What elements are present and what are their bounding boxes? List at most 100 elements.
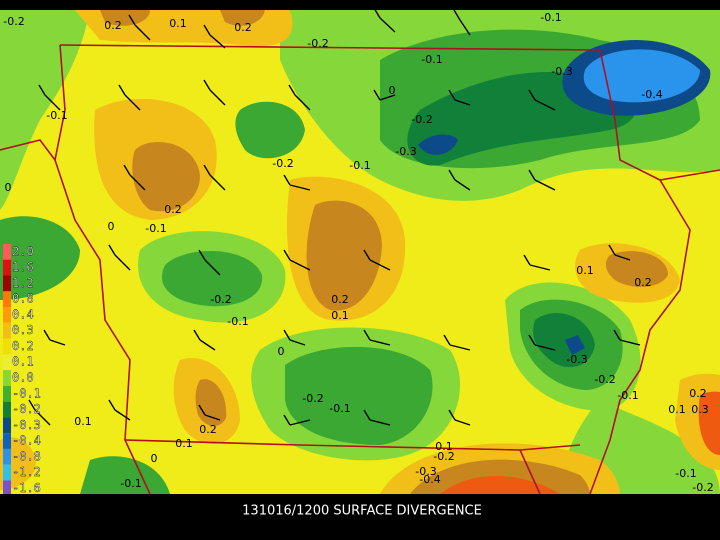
barb-flag — [373, 89, 381, 101]
barb-shaft — [49, 339, 66, 346]
colorbar-label: 2.0 — [12, 244, 34, 258]
fill-area — [605, 251, 668, 287]
fill-area — [100, 10, 265, 26]
boundary-line — [659, 169, 720, 181]
barb-flag — [528, 89, 536, 101]
barb-shaft — [209, 174, 226, 191]
fill-area — [306, 200, 382, 311]
colorbar-label: 0.8 — [12, 292, 34, 306]
barb-flag — [288, 84, 296, 96]
contour-label: -0.2 — [210, 293, 231, 306]
colorbar-swatch — [3, 417, 11, 434]
colorbar-swatch — [3, 448, 11, 465]
barb-shaft — [129, 174, 146, 191]
colorbar-swatch — [3, 401, 11, 418]
contour-label: 0.2 — [234, 21, 252, 34]
barb-flag — [363, 329, 371, 341]
barb-flag — [198, 404, 206, 416]
barb-shaft — [289, 259, 311, 271]
colorbar-label: 1.2 — [12, 276, 34, 290]
contour-label: -0.1 — [349, 159, 370, 172]
barb-flag — [193, 329, 201, 341]
barb-flag — [448, 89, 456, 101]
barb-flag — [363, 249, 371, 261]
barb-flag — [118, 84, 126, 96]
contour-label: -0.3 — [395, 145, 416, 158]
contour-label: -0.4 — [419, 473, 440, 486]
fill-area — [80, 456, 170, 494]
fill-area — [0, 216, 80, 300]
barb-shaft — [294, 94, 311, 111]
contour-label: -0.2 — [594, 373, 615, 386]
contour-label: -0.2 — [3, 15, 24, 28]
contour-label: 0 — [389, 84, 396, 97]
contour-label: 0.2 — [104, 19, 122, 32]
contour-label: 0.3 — [691, 403, 709, 416]
barb-flag — [608, 244, 616, 256]
contour-label: -0.1 — [227, 315, 248, 328]
barb-shaft — [454, 419, 471, 426]
barb-flag — [528, 334, 536, 346]
fill-area — [195, 379, 227, 426]
colorbar-swatch — [3, 307, 11, 323]
colorbar-label: -0.1 — [12, 386, 41, 400]
contour-label: 0.2 — [164, 203, 182, 216]
contour-label: 0.2 — [689, 387, 707, 400]
colorbar-label: 0.0 — [12, 371, 34, 385]
barb-flag — [28, 399, 36, 411]
colorbar: 2.0 1.6 1.2 0.80.4 0.3 0.2 0.1 0.0-0.1 -0.2 -0.3 -… — [3, 244, 41, 512]
barb-shaft — [289, 339, 306, 346]
barb-shaft — [124, 94, 141, 111]
contour-label: -0.1 — [145, 222, 166, 235]
colorbar-swatch — [3, 259, 11, 276]
contour-label: 0.1 — [576, 264, 594, 277]
fill-area — [698, 391, 720, 455]
contour-label: -0.2 — [272, 157, 293, 170]
barb-shaft — [534, 99, 556, 111]
barb-shaft — [454, 179, 471, 191]
contour-label: 0 — [278, 345, 285, 358]
colorbar-swatch — [3, 275, 11, 292]
colorbar-swatch — [3, 244, 11, 260]
colorbar-swatch — [3, 322, 11, 339]
barb-flag — [123, 164, 131, 176]
boundary-line — [54, 44, 151, 495]
barb-shaft — [114, 409, 131, 421]
barb-shaft — [114, 254, 131, 271]
barb-shaft — [209, 34, 226, 49]
barb-flag — [528, 169, 536, 181]
barb-shaft — [529, 264, 551, 271]
colorbar-label: -1.2 — [12, 465, 41, 479]
boundary-line — [589, 49, 691, 495]
colorbar-label: 0.2 — [12, 339, 34, 353]
colorbar-swatch — [3, 291, 11, 308]
contour-label: 0.1 — [668, 403, 686, 416]
contour-label: -0.3 — [415, 465, 436, 478]
fill-area — [235, 101, 305, 159]
contour-label: 0.2 — [199, 423, 217, 436]
fill-area — [565, 335, 585, 355]
barb-shaft — [459, 19, 471, 36]
barb-shaft — [289, 419, 311, 426]
contour-label: 0.1 — [331, 309, 349, 322]
barb-flag — [523, 254, 531, 266]
fill-area — [161, 251, 263, 307]
fill-area — [418, 134, 458, 155]
contour-label: 0.2 — [634, 276, 652, 289]
contour-label: 0.1 — [169, 17, 187, 30]
contour-label: -0.1 — [675, 467, 696, 480]
barb-flag — [203, 79, 211, 91]
barb-flag — [448, 169, 456, 181]
barb-flag — [283, 329, 291, 341]
barb-flag — [453, 9, 461, 21]
fill-area — [440, 476, 560, 494]
boundary-line — [0, 139, 56, 161]
contour-label: -0.4 — [641, 88, 662, 101]
contour-label: -0.2 — [302, 392, 323, 405]
barb-shaft — [369, 419, 391, 426]
barb-shaft — [619, 339, 641, 346]
boundary-line — [519, 449, 541, 495]
barb-flag — [203, 24, 211, 36]
contour-label: -0.1 — [329, 402, 350, 415]
barb-flag — [108, 399, 116, 411]
